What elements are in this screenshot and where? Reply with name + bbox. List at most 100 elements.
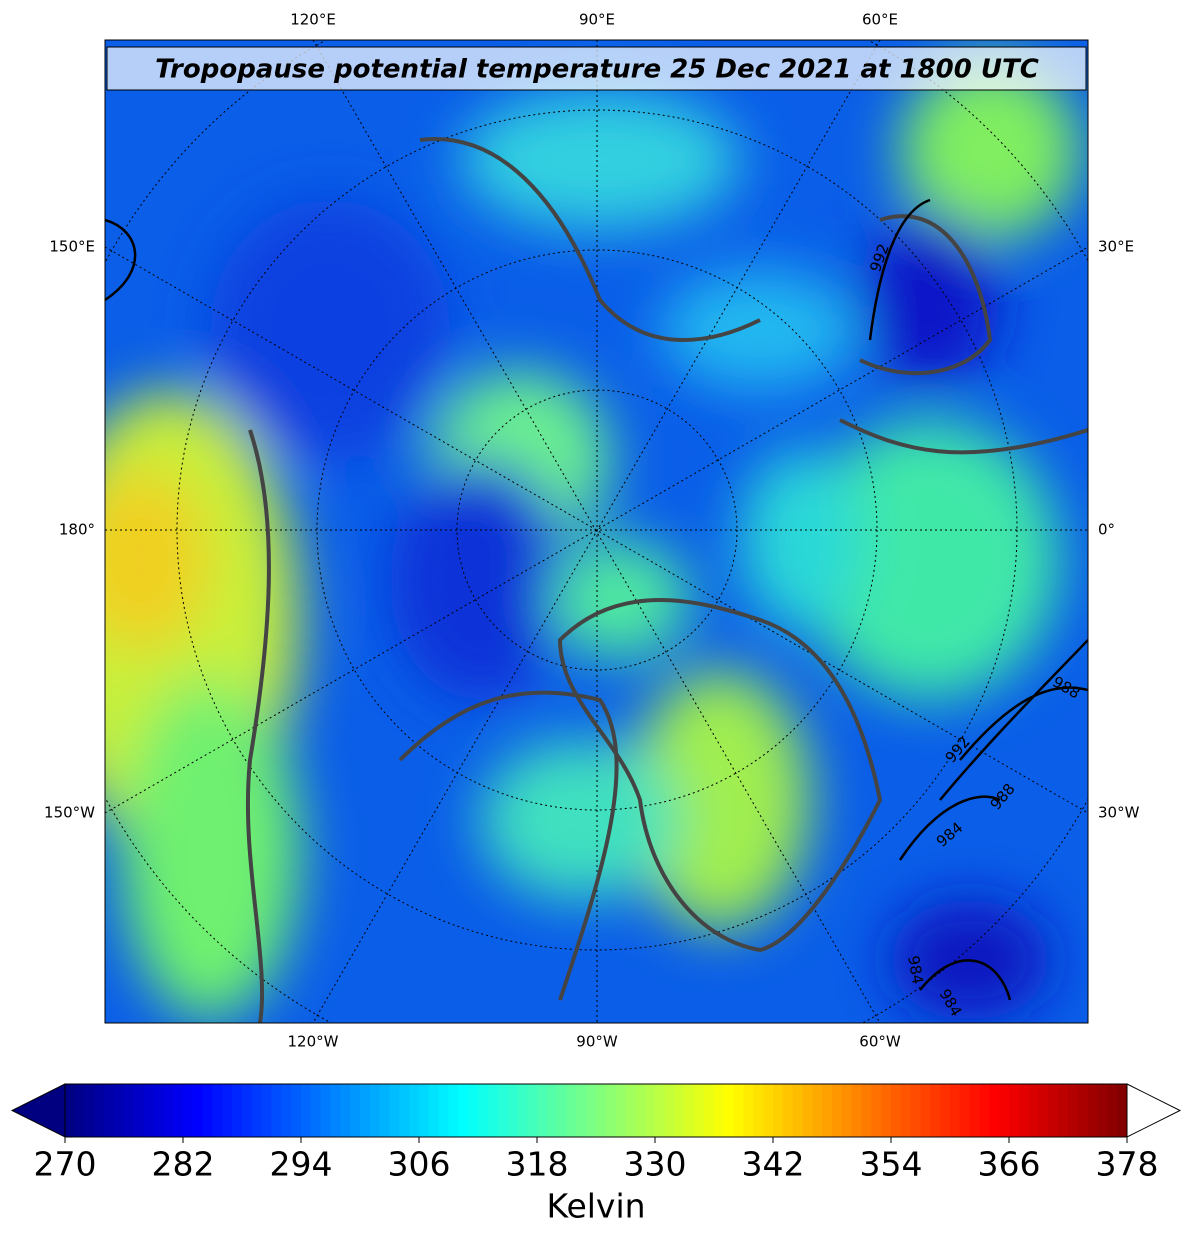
colorbar-segment xyxy=(1077,1084,1089,1137)
colorbar-tick-label: 342 xyxy=(742,1145,805,1184)
colorbar-segment xyxy=(65,1084,76,1137)
lon-label: 150°E xyxy=(49,238,95,256)
colorbar-segment xyxy=(861,1084,872,1137)
title: Tropopause potential temperature 25 Dec … xyxy=(155,55,1039,85)
colorbar-segment xyxy=(940,1084,951,1137)
colorbar-segment xyxy=(261,1084,273,1137)
colorbar-segment xyxy=(124,1084,135,1137)
colorbar-segment xyxy=(1018,1084,1030,1137)
lon-label: 30°W xyxy=(1098,804,1140,822)
colorbar-segment xyxy=(84,1084,96,1137)
colorbar-segment xyxy=(782,1084,794,1137)
colorbar-segment xyxy=(212,1084,223,1137)
colorbar-segment xyxy=(999,1084,1010,1137)
colorbar-segment xyxy=(723,1084,735,1137)
colorbar-segment xyxy=(714,1084,725,1137)
colorbar-segment xyxy=(192,1084,204,1137)
lon-label: 90°E xyxy=(579,11,615,29)
colorbar-segment xyxy=(625,1084,636,1137)
colorbar-segment xyxy=(655,1084,666,1137)
colorbar-segment xyxy=(1117,1084,1128,1137)
colorbar-segment xyxy=(841,1084,853,1137)
colorbar-segment xyxy=(507,1084,518,1137)
colorbar-segment xyxy=(674,1084,686,1137)
colorbar-segment xyxy=(369,1084,381,1137)
colorbar-segment xyxy=(153,1084,164,1137)
colorbar-segment xyxy=(478,1084,489,1137)
colorbar-segment xyxy=(330,1084,341,1137)
colorbar-segment xyxy=(1097,1084,1108,1137)
colorbar-segment xyxy=(792,1084,804,1137)
lon-label: 60°E xyxy=(862,11,898,29)
colorbar-segment xyxy=(222,1084,233,1137)
colorbar-segment xyxy=(1048,1084,1059,1137)
colorbar-segment xyxy=(340,1084,351,1137)
colorbar-tick-label: 378 xyxy=(1096,1145,1159,1184)
colorbar-segment xyxy=(930,1084,941,1137)
colorbar-segment xyxy=(704,1084,715,1137)
colorbar-segment xyxy=(900,1084,912,1137)
colorbar-segment xyxy=(360,1084,371,1137)
colorbar-segment xyxy=(419,1084,430,1137)
colorbar-segment xyxy=(635,1084,646,1137)
colorbar-segment xyxy=(114,1084,125,1137)
colorbar-segment xyxy=(232,1084,243,1137)
contour-label: 984 xyxy=(904,954,927,985)
colorbar-segment xyxy=(1009,1084,1020,1137)
colorbar-segment xyxy=(871,1084,882,1137)
colorbar-tick-label: 294 xyxy=(270,1145,333,1184)
colorbar-segment xyxy=(517,1084,528,1137)
colorbar-segment xyxy=(320,1084,332,1137)
colorbar-segment xyxy=(753,1084,764,1137)
colorbar-segment xyxy=(104,1084,115,1137)
colorbar-tick-label: 366 xyxy=(978,1145,1041,1184)
colorbar-segment xyxy=(1107,1084,1118,1137)
colorbar-segment xyxy=(694,1084,705,1137)
colorbar-segment xyxy=(576,1084,587,1137)
colorbar-extend-max xyxy=(1126,1083,1182,1138)
title-box xyxy=(106,46,1087,91)
colorbar-segment xyxy=(763,1084,774,1137)
colorbar-segment xyxy=(605,1084,617,1137)
colorbar-segment xyxy=(183,1084,194,1137)
colorbar-segment xyxy=(468,1084,479,1137)
colorbar-segment xyxy=(310,1084,322,1137)
colorbar-tick-label: 282 xyxy=(152,1145,215,1184)
colorbar-segment xyxy=(733,1084,745,1137)
colorbar-segment xyxy=(891,1084,902,1137)
colorbar-segment xyxy=(143,1084,155,1137)
colorbar-segment xyxy=(409,1084,420,1137)
colorbar-frame xyxy=(64,1083,1128,1138)
colorbar-segment xyxy=(1038,1084,1049,1137)
colorbar-segment xyxy=(556,1084,568,1137)
colorbar-segment xyxy=(773,1084,784,1137)
colorbar-segment xyxy=(969,1084,981,1137)
lon-label: 120°W xyxy=(288,1033,339,1051)
colorbar-segment xyxy=(851,1084,863,1137)
colorbar-segment xyxy=(438,1084,450,1137)
colorbar-segment xyxy=(832,1084,843,1137)
colorbar-segment xyxy=(615,1084,627,1137)
colorbar-segment xyxy=(458,1084,469,1137)
colorbar-segment xyxy=(546,1084,558,1137)
lon-label: 60°W xyxy=(859,1033,901,1051)
colorbar-segment xyxy=(173,1084,184,1137)
colorbar-segment xyxy=(251,1084,263,1137)
colorbar-segment xyxy=(802,1084,813,1137)
colorbar-tick-label: 354 xyxy=(860,1145,923,1184)
colorbar-segment xyxy=(822,1084,833,1137)
colorbar-segment xyxy=(74,1084,86,1137)
colorbar-segment xyxy=(487,1084,499,1137)
colorbar-segment xyxy=(1068,1084,1079,1137)
lon-label: 180° xyxy=(59,521,95,539)
colorbar-tick-label: 318 xyxy=(506,1145,569,1184)
colorbar-label: Kelvin xyxy=(546,1187,645,1226)
map-frame xyxy=(104,39,1089,1024)
colorbar-tick-label: 330 xyxy=(624,1145,687,1184)
colorbar-segment xyxy=(537,1084,548,1137)
colorbar-extend-min xyxy=(10,1083,66,1138)
colorbar-segment xyxy=(812,1084,823,1137)
colorbar-segment xyxy=(743,1084,754,1137)
colorbar: 270 282 294 306 318 330 342 354 366 378 Kelvin xyxy=(10,1083,1182,1226)
